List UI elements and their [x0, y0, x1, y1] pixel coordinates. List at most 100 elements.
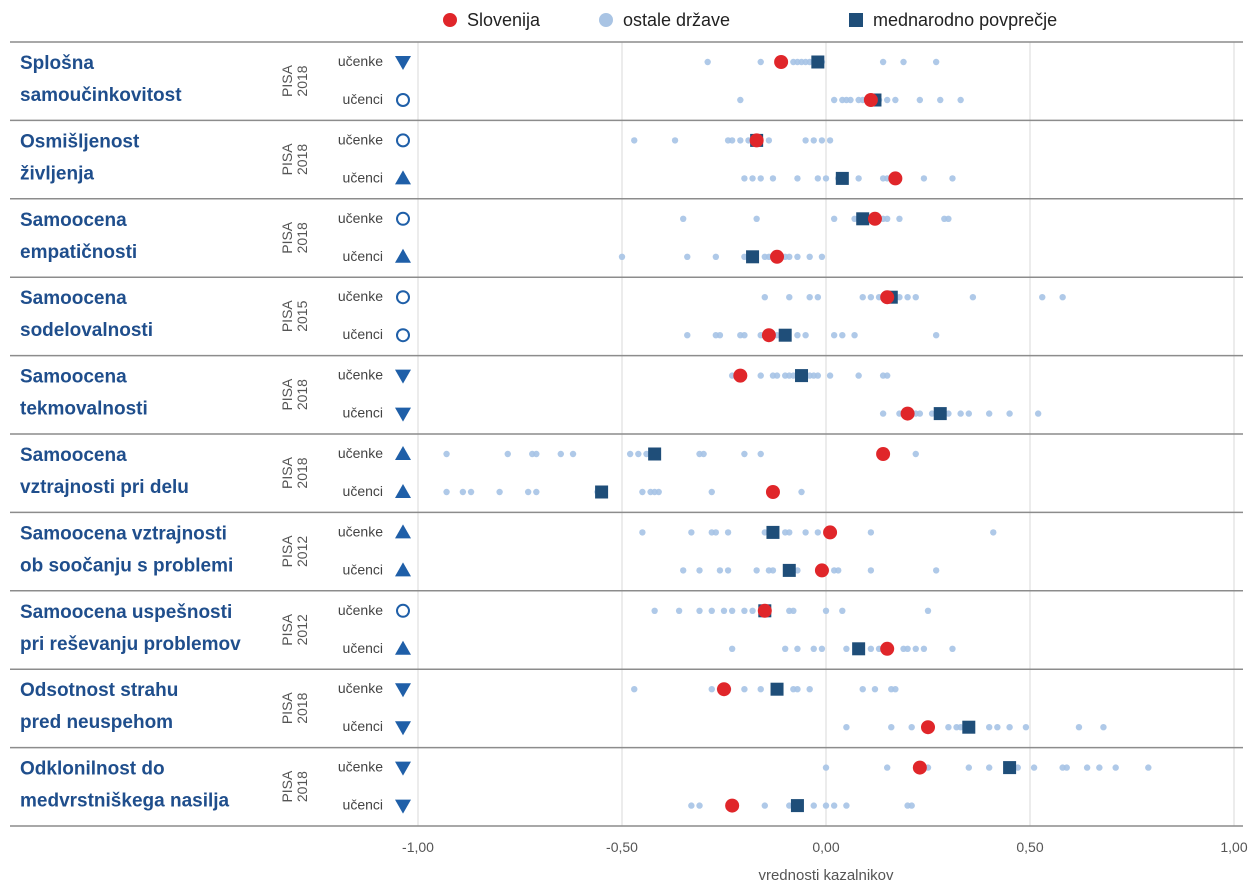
other-country-point: [794, 332, 801, 339]
other-country-point: [965, 410, 972, 417]
legend-symbol-povprecje: [849, 13, 863, 27]
gender-label: učenke: [338, 288, 383, 304]
legend-label-povprecje: mednarodno povprečje: [873, 10, 1057, 30]
separators: [10, 41, 1243, 827]
other-country-point: [867, 567, 875, 574]
other-country-point: [949, 175, 956, 182]
other-country-point: [749, 607, 756, 614]
other-country-point: [749, 175, 756, 182]
other-country-point: [822, 175, 830, 182]
slovenia-point: [900, 406, 915, 421]
other-country-point: [618, 253, 626, 260]
data-row: učenci: [343, 91, 964, 107]
gender-label: učenke: [338, 759, 383, 775]
other-country-point: [932, 332, 940, 339]
slovenia-point: [757, 603, 772, 618]
pisa-label-line: 2012: [294, 536, 310, 567]
x-tick-label: 0,00: [812, 839, 839, 855]
other-country-point: [1112, 764, 1119, 771]
other-country-point: [851, 332, 858, 339]
group-title-line: Samoocena vztrajnosti: [20, 523, 227, 544]
other-country-point: [737, 137, 744, 144]
slovenia-point: [876, 447, 891, 461]
other-country-point: [932, 58, 940, 66]
other-country-point: [782, 645, 789, 652]
group-title-line: življenja: [20, 163, 94, 184]
indicator-group: Osmišljenost življenja PISA2018 učenke učenc…: [20, 131, 956, 186]
other-country-point: [737, 96, 744, 104]
other-country-point: [806, 294, 813, 301]
other-country-point: [794, 253, 801, 260]
indicator-group: Samoocena uspešnosti pri reševanju proble…: [20, 602, 956, 656]
group-title-line: Odklonilnost do: [20, 759, 165, 780]
other-country-point: [757, 450, 764, 458]
triangle-down-icon: [395, 721, 411, 736]
group-title-line: Samoocena uspešnosti: [20, 602, 232, 623]
pisa-label: PISA2018: [279, 221, 310, 254]
other-country-point: [741, 253, 748, 260]
data-row: učenci: [343, 561, 940, 578]
other-country-point: [949, 645, 956, 652]
other-country-point: [443, 488, 450, 496]
other-country-point: [761, 529, 768, 536]
other-country-point: [945, 410, 952, 417]
slovenia-point: [717, 682, 731, 697]
other-country-point: [908, 724, 915, 731]
international-average-point: [962, 720, 976, 734]
pisa-label: PISA2012: [279, 613, 310, 646]
other-country-point: [700, 450, 707, 458]
other-country-point: [675, 607, 683, 614]
other-country-point: [712, 253, 720, 260]
slovenia-point: [921, 720, 935, 735]
other-country-point: [884, 215, 891, 222]
international-average-point: [648, 447, 662, 461]
other-country-point: [765, 137, 773, 144]
x-tick-label: -1,00: [402, 839, 434, 855]
other-country-point: [924, 607, 932, 614]
other-country-point: [635, 450, 642, 458]
group-title-line: medvrstniškega nasilja: [20, 791, 230, 812]
circle-open-icon: [396, 133, 410, 148]
other-country-point: [1100, 724, 1107, 731]
other-country-point: [855, 175, 862, 182]
other-country-point: [728, 607, 736, 614]
other-country-point: [757, 686, 764, 693]
other-country-point: [814, 294, 822, 301]
other-country-point: [786, 253, 793, 260]
other-country-point: [443, 450, 450, 458]
group-title-line: pred neuspehom: [20, 712, 173, 733]
group-title-line: Samoocena: [20, 367, 127, 388]
other-country-point: [810, 137, 817, 144]
other-country-point: [888, 724, 895, 731]
groups: Splošna samoučinkovitost PISA2018učenkeuče…: [20, 53, 1152, 814]
pisa-label-line: PISA: [279, 613, 295, 646]
other-country-point: [937, 96, 944, 104]
group-title: Samoocena uspešnosti pri reševanju proble…: [20, 602, 241, 655]
other-country-point: [908, 802, 915, 809]
data-row: učenke: [338, 367, 891, 384]
other-country-point: [859, 294, 866, 301]
triangle-down-icon: [395, 369, 411, 384]
group-title-line: vztrajnosti pri delu: [20, 477, 189, 498]
gender-label: učenci: [343, 169, 383, 185]
other-country-point: [704, 58, 711, 66]
slovenia-point: [888, 171, 903, 186]
other-country-point: [916, 410, 924, 417]
other-country-point: [986, 410, 993, 417]
pisa-label-line: PISA: [279, 221, 295, 254]
other-country-point: [1034, 410, 1042, 417]
data-row: učenci: [343, 326, 940, 343]
x-tick-label: -0,50: [606, 839, 638, 855]
pisa-label-line: 2018: [294, 692, 310, 723]
other-country-point: [696, 607, 703, 614]
other-country-point: [867, 294, 875, 301]
group-title: Odklonilnost do medvrstniškega nasilja: [20, 759, 230, 812]
other-country-point: [569, 450, 577, 458]
other-country-point: [806, 253, 813, 260]
indicator-group: Odklonilnost do medvrstniškega nasilja PIS…: [20, 759, 1152, 814]
other-country-point: [728, 137, 736, 144]
international-average-point: [770, 682, 784, 696]
gender-label: učenci: [343, 405, 383, 421]
other-country-point: [814, 372, 822, 379]
pisa-label-line: 2012: [294, 614, 310, 645]
